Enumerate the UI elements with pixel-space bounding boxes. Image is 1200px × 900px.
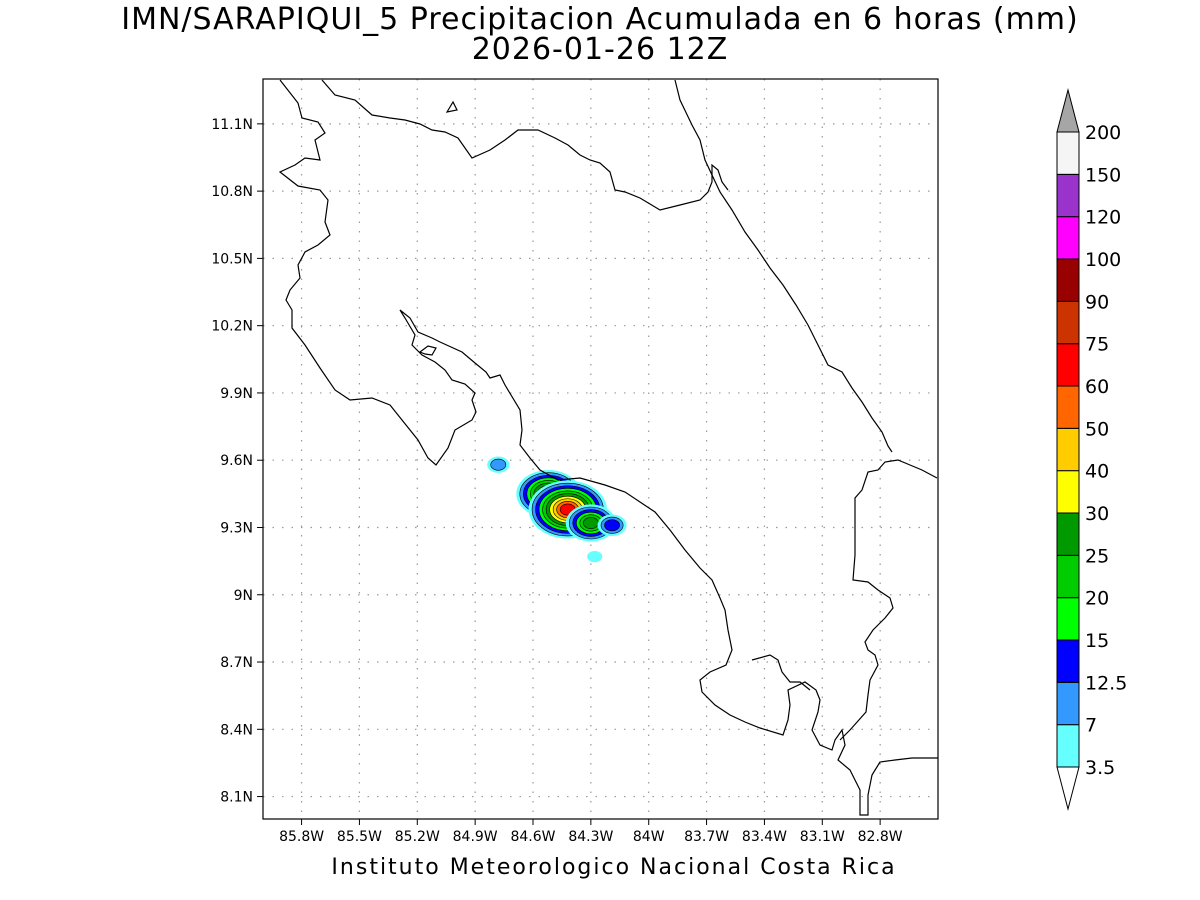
precip-cell	[597, 514, 627, 537]
colorbar-high-arrow	[1056, 88, 1080, 133]
colorbar-low-arrow	[1056, 766, 1080, 811]
lon-tick-label: 84W	[633, 829, 665, 845]
colorbar-swatch	[1056, 131, 1080, 175]
latitude-labels: 11.1N 10.8N 10.5N 10.2N 9.9N 9.6N 9.3N 9N 8.7N 8.…	[211, 117, 263, 806]
lon-tick-label: 84.3W	[568, 829, 613, 845]
lat-tick-label: 10.2N	[211, 319, 253, 335]
lat-tick-label: 8.1N	[220, 790, 253, 806]
lon-tick-label: 83.4W	[742, 829, 787, 845]
lat-tick-label: 9.9N	[220, 386, 253, 402]
lon-tick-label: 85.5W	[337, 829, 382, 845]
colorbar-label: 7	[1085, 715, 1097, 737]
colorbar-swatch	[1056, 216, 1080, 260]
colorbar-label: 12.5	[1085, 672, 1127, 694]
colorbar-swatch	[1056, 681, 1080, 726]
lat-tick-label: 8.4N	[220, 722, 253, 738]
map-title: IMN/SARAPIQUI_5 Precipitacion Acumulada …	[121, 2, 1079, 37]
lat-tick-label: 11.1N	[211, 117, 253, 133]
precipitation-field	[487, 456, 627, 563]
colorbar-label: 40	[1085, 461, 1109, 483]
colorbar-swatch	[1056, 385, 1080, 429]
colorbar-label: 30	[1085, 503, 1109, 525]
colorbar-label: 90	[1085, 291, 1109, 313]
colorbar-swatch	[1056, 512, 1080, 556]
lat-tick-label: 10.5N	[211, 251, 253, 267]
colorbar-label: 150	[1085, 164, 1121, 186]
colorbar-swatch	[1056, 554, 1080, 599]
colorbar-label: 120	[1085, 207, 1121, 229]
precip-cell	[587, 551, 603, 563]
colorbar-label: 200	[1085, 122, 1121, 144]
lat-tick-label: 9N	[234, 588, 253, 604]
lon-tick-label: 85.2W	[395, 829, 440, 845]
precip-cell	[487, 456, 510, 473]
coastline	[278, 79, 938, 816]
graticule-grid	[263, 79, 938, 819]
precip-contour	[490, 458, 507, 471]
lon-tick-label: 85.8W	[279, 829, 324, 845]
map-frame	[262, 78, 939, 820]
colorbar-label: 100	[1085, 249, 1121, 271]
colorbar-swatch	[1056, 173, 1080, 218]
colorbar-swatch	[1056, 300, 1080, 345]
lon-tick-label: 83.7W	[684, 829, 729, 845]
precip-contour	[582, 517, 599, 529]
lon-tick-label: 83.1W	[800, 829, 845, 845]
colorbar-swatch	[1056, 470, 1080, 514]
colorbar-label: 20	[1085, 588, 1109, 610]
lon-tick-label: 84.6W	[510, 829, 555, 845]
footer-credit: Instituto Meteorologico Nacional Costa R…	[331, 855, 897, 880]
lon-tick-label: 84.9W	[453, 829, 498, 845]
colorbar: 3.5 7 12.5 15 20 25 30 40 50 60 75 90 100 120 150 200	[1056, 88, 1127, 811]
colorbar-swatch	[1056, 724, 1080, 768]
longitude-labels: 85.8W 85.5W 85.2W 84.9W 84.6W 84.3W 84W 83.7W 83…	[279, 819, 903, 845]
colorbar-swatch	[1056, 639, 1080, 683]
colorbar-swatch	[1056, 597, 1080, 641]
precip-contour	[587, 551, 603, 563]
colorbar-label: 75	[1085, 334, 1109, 356]
colorbar-label: 50	[1085, 418, 1109, 440]
map-subtitle: 2026-01-26 12Z	[471, 32, 729, 67]
colorbar-swatch	[1056, 427, 1080, 472]
colorbar-label: 60	[1085, 376, 1109, 398]
lat-tick-label: 9.6N	[220, 453, 253, 469]
precip-contour	[604, 519, 620, 532]
colorbar-label: 25	[1085, 545, 1109, 567]
colorbar-label: 15	[1085, 630, 1109, 652]
colorbar-swatch	[1056, 343, 1080, 387]
colorbar-label: 3.5	[1085, 757, 1115, 779]
colorbar-swatch	[1056, 258, 1080, 302]
lat-tick-label: 9.3N	[220, 520, 253, 536]
lat-tick-label: 10.8N	[211, 184, 253, 200]
lon-tick-label: 82.8W	[858, 829, 903, 845]
lat-tick-label: 8.7N	[220, 655, 253, 671]
